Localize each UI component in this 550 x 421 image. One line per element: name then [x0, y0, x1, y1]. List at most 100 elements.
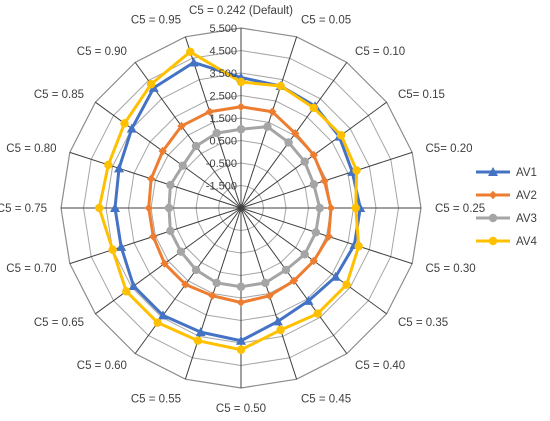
- grid-spoke: [95, 207, 242, 315]
- data-point: [108, 245, 117, 254]
- data-point: [309, 256, 319, 266]
- data-point: [336, 131, 346, 140]
- grid-spoke: [240, 36, 298, 209]
- data-point: [205, 107, 214, 116]
- category-label: C5 = 0.35: [398, 317, 448, 329]
- data-point: [236, 335, 246, 345]
- data-point: [313, 309, 322, 318]
- data-point: [153, 318, 162, 327]
- data-point: [120, 119, 129, 128]
- legend-item-av2: AV2: [476, 190, 537, 202]
- data-point: [164, 203, 174, 213]
- data-point: [128, 281, 139, 291]
- data-point: [276, 325, 285, 335]
- category-label: C5 = 0.05: [301, 15, 351, 27]
- category-label: C5 = 0.85: [34, 89, 84, 101]
- category-label: C5= 0.15: [398, 89, 445, 101]
- series-av4: [95, 47, 363, 354]
- data-point: [146, 174, 156, 183]
- category-label: C5 = 0.10: [355, 46, 405, 58]
- data-point: [208, 291, 217, 300]
- data-point: [303, 295, 314, 305]
- data-point: [236, 77, 246, 87]
- data-point: [191, 141, 201, 151]
- legend-swatch-marker: [488, 213, 498, 223]
- data-point: [315, 203, 324, 213]
- legend-label: AV3: [516, 213, 537, 225]
- tick-label: 3.500: [209, 68, 237, 80]
- data-point: [265, 291, 274, 300]
- legend-swatch-marker: [488, 236, 498, 246]
- data-point: [114, 163, 125, 173]
- data-point: [351, 203, 360, 213]
- data-point: [324, 232, 333, 241]
- data-point: [289, 276, 299, 286]
- data-point: [309, 180, 318, 189]
- category-label: C5= 0.20: [426, 143, 473, 155]
- data-point: [354, 242, 363, 251]
- data-point: [263, 122, 272, 131]
- data-point: [149, 232, 158, 241]
- legend: AV1 AV2 AV3 AV4: [476, 167, 537, 248]
- series-av3: [164, 122, 324, 291]
- data-point: [236, 125, 246, 134]
- data-point: [212, 128, 221, 138]
- tick-label: -0.500: [206, 158, 237, 170]
- category-label: C5 = 0.45: [301, 394, 351, 406]
- data-point: [178, 161, 187, 170]
- data-point: [144, 203, 153, 213]
- legend-item-av4: AV4: [476, 236, 537, 248]
- data-point: [236, 345, 246, 354]
- data-point: [261, 278, 270, 288]
- data-point: [236, 298, 246, 307]
- data-point: [300, 157, 309, 166]
- category-label: C5 = 0.65: [34, 317, 84, 329]
- data-point: [320, 176, 329, 186]
- category-label: C5 = 0.90: [77, 46, 127, 58]
- tick-label-layer: -1.500 -0.500 0.500 1.500 2.500 3.500 4.500 5.5…: [206, 23, 237, 193]
- data-point: [104, 160, 113, 170]
- data-point: [188, 57, 199, 67]
- category-label-layer: C5 = 0.242 (Default) C5 = 0.05 C5 = 0.10 C5…: [0, 5, 485, 415]
- category-label: C5 = 0.30: [426, 263, 476, 275]
- data-point: [116, 241, 127, 251]
- category-label: C5 = 0.75: [0, 203, 47, 215]
- tick-label: 2.500: [209, 91, 237, 103]
- legend-swatch-marker: [488, 190, 498, 200]
- data-point: [181, 280, 190, 289]
- series-av2: [144, 102, 336, 307]
- data-point: [309, 103, 318, 113]
- tick-label: 1.500: [209, 113, 237, 125]
- data-point: [193, 336, 203, 345]
- data-point: [342, 280, 351, 289]
- data-point: [186, 47, 195, 56]
- legend-swatch-marker: [488, 167, 498, 176]
- data-point: [122, 287, 131, 296]
- data-point: [110, 203, 120, 212]
- data-point: [126, 123, 137, 133]
- data-point: [276, 81, 285, 91]
- data-point: [272, 316, 283, 326]
- data-point: [236, 282, 246, 291]
- category-label: C5 = 0.70: [6, 263, 56, 275]
- data-point: [326, 203, 336, 213]
- tick-label: 4.500: [209, 46, 237, 58]
- data-point: [195, 327, 206, 337]
- legend-label: AV4: [516, 236, 537, 248]
- tick-label: 0.500: [209, 136, 237, 148]
- data-point: [284, 138, 293, 147]
- category-label: C5 = 0.55: [131, 394, 181, 406]
- category-label: C5 = 0.25: [435, 203, 485, 215]
- category-label: C5 = 0.40: [355, 360, 405, 372]
- data-point: [311, 228, 321, 237]
- tick-label: 5.500: [209, 23, 237, 35]
- category-label: C5 = 0.80: [6, 143, 56, 155]
- data-point: [212, 278, 221, 288]
- data-point: [300, 250, 309, 259]
- tick-label: -1.500: [206, 181, 237, 193]
- data-point: [236, 102, 246, 111]
- grid-spoke: [95, 101, 242, 209]
- data-point: [291, 129, 300, 138]
